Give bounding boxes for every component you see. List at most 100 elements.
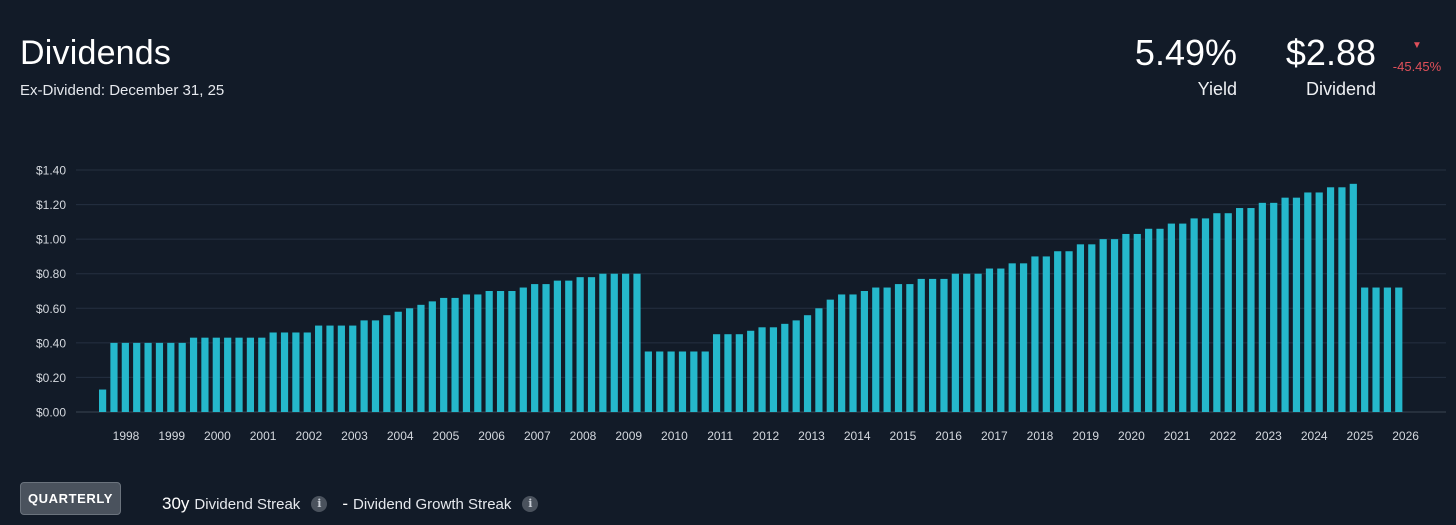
dividend-bar[interactable] — [1236, 208, 1244, 412]
dividend-bar[interactable] — [985, 268, 994, 412]
dividend-bar[interactable] — [1201, 218, 1210, 412]
dividend-bar[interactable] — [178, 342, 186, 412]
dividend-bar[interactable] — [496, 291, 505, 412]
dividend-bar[interactable] — [1361, 287, 1369, 412]
dividend-bar[interactable] — [1031, 256, 1039, 412]
dividend-bar[interactable] — [280, 332, 289, 412]
dividend-bar[interactable] — [553, 280, 561, 412]
dividend-bar[interactable] — [1099, 239, 1107, 412]
dividend-bar[interactable] — [394, 311, 402, 412]
dividend-bar[interactable] — [1167, 223, 1175, 412]
dividend-bar[interactable] — [826, 299, 834, 412]
dividend-bar[interactable] — [565, 280, 573, 412]
dividend-bar[interactable] — [326, 325, 334, 412]
dividend-bar[interactable] — [1270, 202, 1278, 412]
dividend-bar[interactable] — [1338, 187, 1346, 412]
dividend-bar[interactable] — [929, 278, 937, 412]
dividend-bar[interactable] — [462, 294, 471, 412]
dividend-bar[interactable] — [110, 342, 118, 412]
dividend-bar[interactable] — [1008, 263, 1016, 412]
dividend-bar[interactable] — [1292, 197, 1301, 412]
dividend-bar[interactable] — [1304, 192, 1312, 412]
dividend-bar[interactable] — [167, 342, 175, 412]
dividend-bar[interactable] — [1122, 233, 1130, 412]
dividend-bar[interactable] — [519, 287, 527, 412]
dividend-bar[interactable] — [1190, 218, 1198, 412]
dividend-bar[interactable] — [542, 284, 550, 412]
dividend-bar[interactable] — [690, 351, 698, 413]
dividend-bar[interactable] — [769, 327, 778, 412]
dividend-bar[interactable] — [1349, 183, 1357, 412]
dividend-bar[interactable] — [838, 294, 846, 412]
dividend-bar[interactable] — [963, 273, 971, 412]
dividend-bar[interactable] — [360, 320, 368, 412]
dividend-bar[interactable] — [667, 351, 675, 413]
dividend-bar[interactable] — [246, 337, 255, 412]
dividend-bar[interactable] — [1372, 287, 1380, 412]
dividend-bar[interactable] — [917, 278, 925, 412]
dividend-bar[interactable] — [531, 284, 539, 412]
dividend-bar[interactable] — [1395, 287, 1403, 412]
dividend-bar[interactable] — [633, 273, 641, 412]
dividend-bar[interactable] — [1281, 197, 1289, 412]
dividend-bar[interactable] — [599, 273, 607, 412]
dividend-bar[interactable] — [144, 342, 152, 412]
dividend-bar[interactable] — [656, 351, 664, 413]
dividend-bar[interactable] — [678, 351, 687, 413]
dividend-bar[interactable] — [1145, 228, 1153, 412]
dividend-bar[interactable] — [747, 330, 755, 412]
dividend-bar[interactable] — [894, 284, 903, 412]
quarterly-button[interactable]: QUARTERLY — [20, 482, 121, 515]
dividend-bar[interactable] — [815, 308, 823, 412]
dividend-bar[interactable] — [1088, 244, 1096, 412]
dividend-bar[interactable] — [860, 291, 868, 412]
dividend-bar[interactable] — [99, 389, 107, 412]
dividend-bar[interactable] — [803, 315, 812, 412]
dividend-bar[interactable] — [1224, 213, 1232, 412]
dividend-bar[interactable] — [644, 351, 652, 413]
dividend-bar[interactable] — [701, 351, 709, 413]
dividend-bar[interactable] — [1179, 223, 1187, 412]
info-icon[interactable]: i — [522, 496, 539, 512]
dividend-bar[interactable] — [587, 277, 596, 412]
dividend-bar[interactable] — [1247, 208, 1255, 412]
dividend-bar[interactable] — [735, 334, 743, 412]
dividend-bar[interactable] — [349, 325, 357, 412]
dividend-bar[interactable] — [883, 287, 891, 412]
dividend-bar[interactable] — [508, 291, 516, 412]
dividend-bar[interactable] — [440, 297, 448, 412]
dividend-bar[interactable] — [337, 325, 345, 412]
dividend-bar[interactable] — [1110, 239, 1119, 412]
dividend-bar[interactable] — [792, 320, 800, 412]
dividend-bar[interactable] — [1019, 263, 1028, 412]
dividend-bar[interactable] — [849, 294, 857, 412]
dividend-bar[interactable] — [451, 297, 459, 412]
dividend-bar[interactable] — [133, 342, 141, 412]
dividend-bar[interactable] — [383, 315, 391, 412]
dividend-bar[interactable] — [235, 337, 243, 412]
dividend-bar[interactable] — [1326, 187, 1335, 412]
dividend-bar[interactable] — [269, 332, 277, 412]
dividend-bar[interactable] — [417, 304, 425, 412]
dividend-bar[interactable] — [872, 287, 880, 412]
dividend-bar[interactable] — [940, 278, 948, 412]
dividend-bar[interactable] — [474, 294, 482, 412]
dividend-bar[interactable] — [292, 332, 300, 412]
dividend-bar[interactable] — [712, 334, 721, 412]
dividend-bar[interactable] — [1133, 233, 1141, 412]
dividend-bar[interactable] — [303, 332, 311, 412]
dividend-bar[interactable] — [622, 273, 630, 412]
dividend-bar[interactable] — [1213, 213, 1221, 412]
dividend-bar[interactable] — [371, 320, 380, 412]
dividend-bar[interactable] — [1156, 228, 1164, 412]
dividend-bar[interactable] — [258, 337, 266, 412]
dividend-bar[interactable] — [974, 273, 982, 412]
dividend-bar[interactable] — [997, 268, 1005, 412]
dividend-bar[interactable] — [201, 337, 209, 412]
dividend-bar[interactable] — [405, 308, 414, 412]
dividend-bar[interactable] — [781, 323, 789, 412]
dividend-bar[interactable] — [1315, 192, 1323, 412]
dividend-bar[interactable] — [1076, 244, 1085, 412]
dividend-bar[interactable] — [1065, 251, 1073, 412]
dividend-bar[interactable] — [1258, 202, 1266, 412]
